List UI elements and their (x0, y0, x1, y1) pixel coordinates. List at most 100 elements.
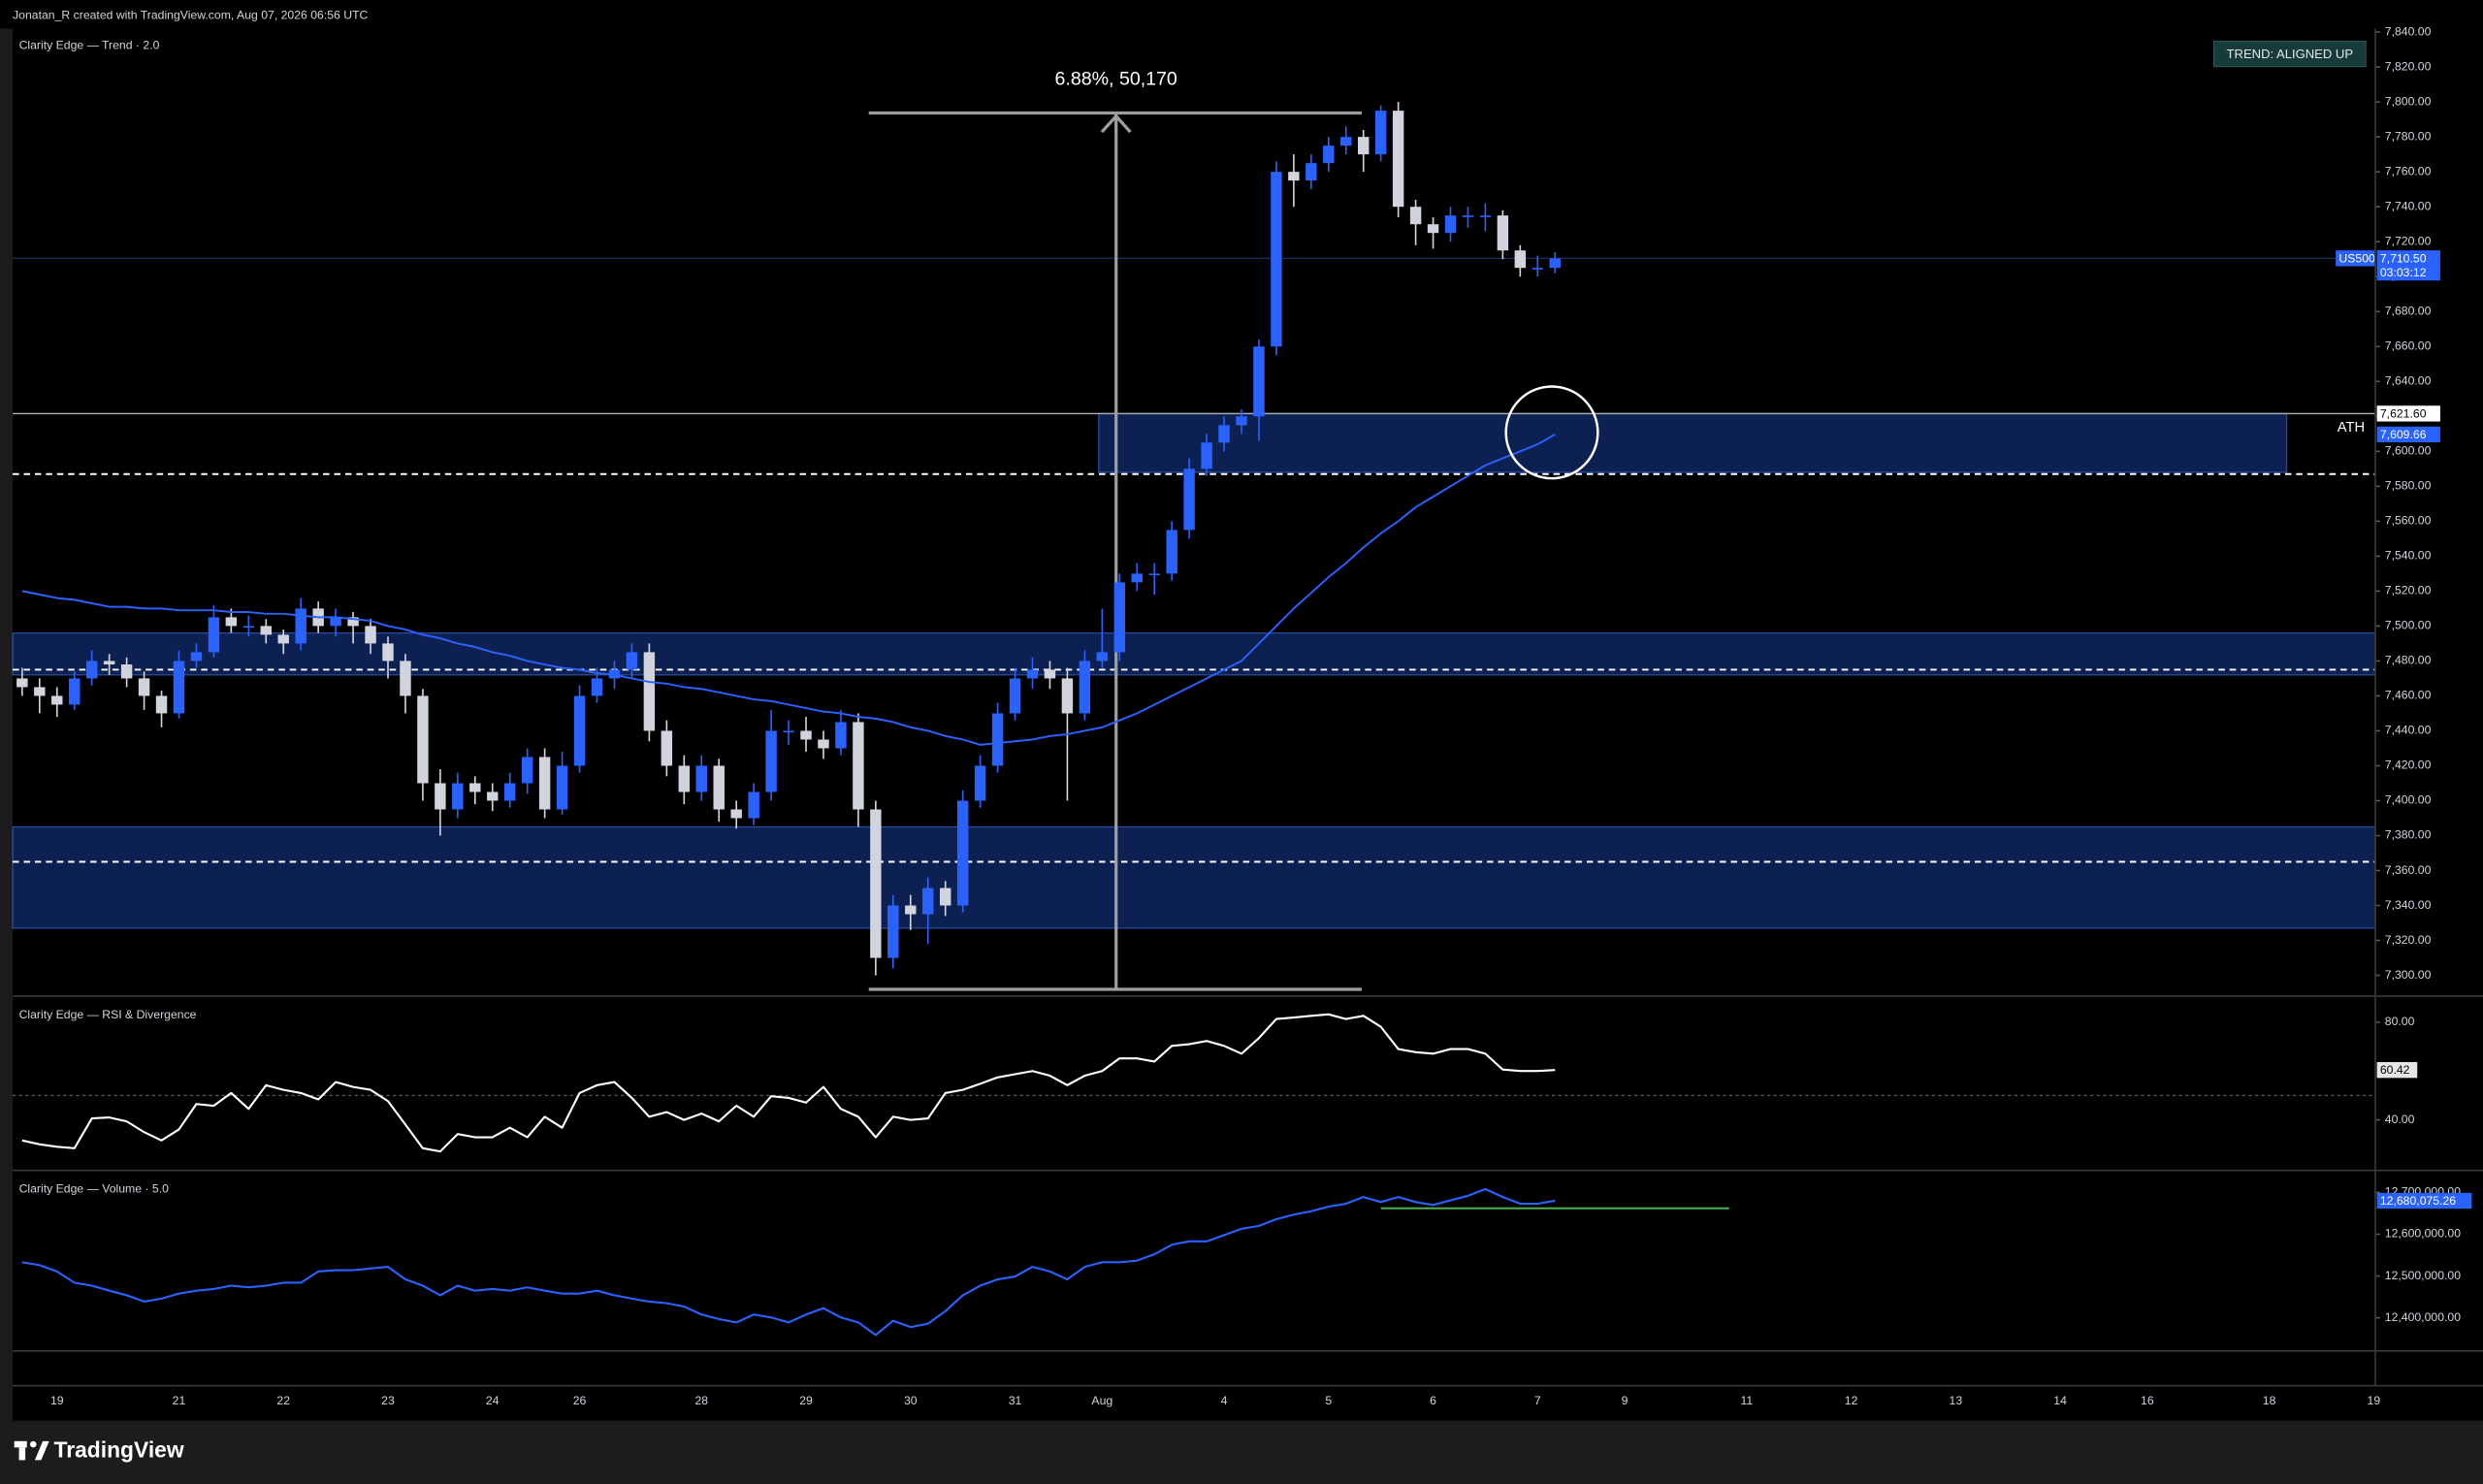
y-tick-label: 7,820.00 (2385, 59, 2432, 73)
candle-body (242, 626, 255, 629)
ath-price-label-box (2376, 405, 2440, 422)
indicator-line (21, 1187, 1556, 1337)
candle-body (922, 887, 934, 915)
x-tick-label: 4 (1221, 1394, 1228, 1407)
symbol-label: US500 (2338, 251, 2375, 265)
candle-body (277, 634, 289, 644)
last-value-label-box (2376, 1192, 2472, 1210)
candle-body (417, 695, 429, 784)
logo-mark (18, 1447, 26, 1461)
x-tick-label: 19 (2368, 1394, 2381, 1407)
y-tick-label: 7,380.00 (2385, 828, 2432, 842)
x-tick-label: 22 (276, 1394, 290, 1407)
y-tick-label: 7,580.00 (2385, 479, 2432, 493)
y-tick-label: 7,300.00 (2385, 968, 2432, 982)
x-tick-label: 23 (381, 1394, 395, 1407)
candle-body (400, 661, 411, 696)
header-bar (0, 0, 2483, 29)
candle-body (870, 809, 882, 958)
credit: Jonatan_R created with TradingView.com, … (13, 9, 369, 22)
last-value-label: 60.42 (2380, 1063, 2410, 1077)
candle-body (573, 695, 586, 766)
measure-arrowhead (1100, 113, 1132, 134)
candle-body (1236, 416, 1247, 426)
candle-body (1427, 224, 1439, 234)
candle-body (818, 739, 829, 749)
countdown-label: 03:03:12 (2380, 266, 2427, 279)
candle-body (1497, 215, 1509, 251)
candle-body (1044, 669, 1056, 679)
candle-body (991, 713, 1004, 766)
zone (12, 825, 2376, 929)
zone (1098, 412, 2288, 473)
y-tick-label: 12,600,000.00 (2385, 1227, 2461, 1241)
candle-body (939, 887, 951, 906)
x-tick-label: 31 (1009, 1394, 1022, 1407)
candle-body (487, 791, 499, 801)
x-tick-label: 29 (799, 1394, 813, 1407)
candle-body (138, 678, 150, 696)
brand-name: TradingView (54, 1436, 184, 1462)
x-tick-label: 30 (904, 1394, 918, 1407)
y-tick-label: 7,780.00 (2385, 129, 2432, 143)
x-tick-label: 21 (173, 1394, 186, 1407)
candle-body (1183, 468, 1195, 531)
y-tick-label: 7,440.00 (2385, 724, 2432, 737)
x-tick-label: 11 (1740, 1394, 1753, 1407)
moving-average (21, 434, 1556, 746)
x-tick-label: 13 (1950, 1394, 1963, 1407)
x-tick-label: 28 (694, 1394, 708, 1407)
candle-body (1549, 258, 1561, 269)
candle-body (730, 809, 742, 819)
candle-body (695, 765, 707, 792)
symbol-label-box (2336, 250, 2375, 267)
candle-body (956, 800, 969, 906)
status-box (2212, 41, 2367, 68)
x-tick-label: 6 (1430, 1394, 1436, 1407)
candle-body (1374, 111, 1387, 155)
candle-body (469, 783, 481, 792)
y-tick-label: 7,680.00 (2385, 304, 2432, 317)
candle-body (208, 617, 220, 653)
last-price-label-box (2376, 250, 2440, 267)
candle-body (783, 730, 794, 733)
y-tick-label: 12,500,000.00 (2385, 1269, 2461, 1282)
candle-body (678, 765, 691, 792)
candle-body (591, 678, 603, 696)
candle-body (835, 722, 847, 749)
candle-body (1096, 652, 1109, 661)
indicator-line (21, 1013, 1556, 1153)
candle-body (1323, 145, 1335, 164)
candle-body (1392, 111, 1404, 208)
candle-body (1288, 172, 1300, 181)
candle-body (155, 695, 168, 714)
candle-body (1113, 582, 1125, 653)
indicator-title: Clarity Edge — Trend · 2.0 (19, 39, 160, 52)
candle-body (853, 722, 864, 810)
candle-body (347, 617, 359, 627)
x-tick-label: 9 (1622, 1394, 1628, 1407)
y-tick-label: 7,660.00 (2385, 339, 2432, 352)
candle-body (51, 695, 63, 705)
x-tick-label: 14 (2053, 1394, 2067, 1407)
candle-body (1026, 669, 1039, 679)
y-tick-label: 7,540.00 (2385, 549, 2432, 563)
candle-body (1409, 207, 1422, 225)
candle-body (556, 765, 568, 810)
candle-body (1253, 346, 1265, 417)
candle-body (173, 661, 185, 714)
candle-body (887, 905, 899, 958)
candle-body (365, 626, 376, 644)
y-tick-label: 80.00 (2385, 1015, 2415, 1028)
x-tick-label: 19 (50, 1394, 64, 1407)
ath-price-label: 7,621.60 (2380, 406, 2427, 420)
candle-body (713, 765, 725, 810)
y-tick-label: 7,360.00 (2385, 863, 2432, 877)
candle-body (800, 730, 812, 740)
countdown-label-box (2376, 264, 2440, 281)
y-tick-label: 7,500.00 (2385, 619, 2432, 632)
candle-body (748, 791, 759, 819)
y-tick-label: 7,340.00 (2385, 898, 2432, 912)
y-tick-label: 7,520.00 (2385, 584, 2432, 597)
x-tick-label: Aug (1091, 1394, 1113, 1407)
